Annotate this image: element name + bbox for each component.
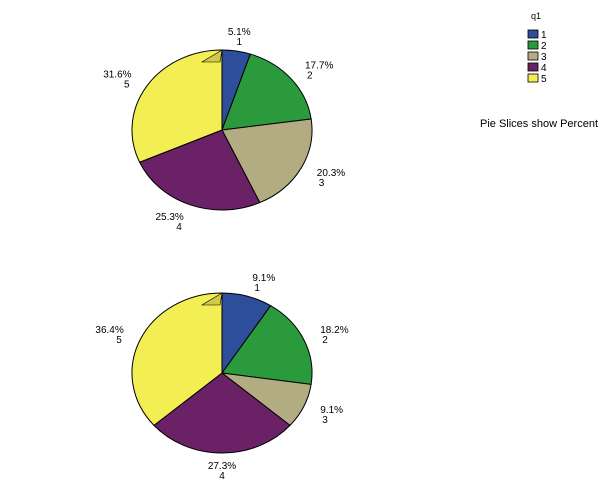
legend-swatch-4 [527,62,539,72]
pie-1-slice-2-percent-label: 17.7% [305,61,333,72]
legend-swatch-3 [527,51,539,61]
pie-1-slice-1-category-label: 1 [236,37,242,48]
pie-2-slice-3-percent-label: 9.1% [320,405,343,416]
pie-1-slice-3 [221,118,313,204]
pie-2-slice-2 [221,305,313,385]
pie-1-slice-4-percent-label: 25.3% [155,212,183,223]
legend-label-1: 1 [541,30,547,41]
pie-slices-note: Pie Slices show Percent [480,118,598,130]
pie-1-slice-2-category-label: 2 [307,71,313,82]
legend-title: q1 [531,11,541,21]
pie-chart-2: 9.1%118.2%29.1%327.3%436.4%5 [95,273,348,482]
pie-2-slice-5-percent-label: 36.4% [95,325,123,336]
pie-1-slice-1-percent-label: 5.1% [228,27,251,38]
pie-1-slice-4 [138,129,261,211]
pie-2-slice-5-category-label: 5 [116,335,122,346]
pie-1-depth-cap [200,49,223,63]
pie-2-slice-3-category-label: 3 [322,415,328,426]
pie-2-slice-1-category-label: 1 [254,283,260,294]
legend-label-3: 3 [541,52,547,63]
legend-swatch-5 [527,73,539,83]
pie-1-slice-3-category-label: 3 [319,178,325,189]
legend-swatch-1 [527,29,539,39]
pie-2-slice-1-percent-label: 9.1% [252,273,275,284]
pie-1-slice-5 [131,49,223,163]
pie-2-slice-2-percent-label: 18.2% [320,325,348,336]
pie-chart-1: 5.1%1 17.7%2 20.3%3 25.3%4 31.6%5 [103,27,345,233]
pie-2-slice-2-category-label: 2 [322,335,328,346]
pie-1-slice-5-percent-label: 31.6% [103,70,131,81]
pie-2-slice-4-percent-label: 27.3% [208,461,236,472]
pie-2-depth-cap [200,292,223,306]
legend-label-4: 4 [541,63,547,74]
pie-2-slice-4 [153,372,291,454]
legend-label-5: 5 [541,74,547,85]
pie-1-slice-4-category-label: 4 [176,222,182,233]
legend-swatch-2 [527,40,539,50]
legend-label-2: 2 [541,41,547,52]
pie-1-slice-5-category-label: 5 [124,80,130,91]
pie-2-slice-4-category-label: 4 [219,471,225,482]
pie-1-slice-3-percent-label: 20.3% [317,168,345,179]
pie-1-slice-2 [221,53,312,131]
pie-2-slice-5 [131,292,223,427]
